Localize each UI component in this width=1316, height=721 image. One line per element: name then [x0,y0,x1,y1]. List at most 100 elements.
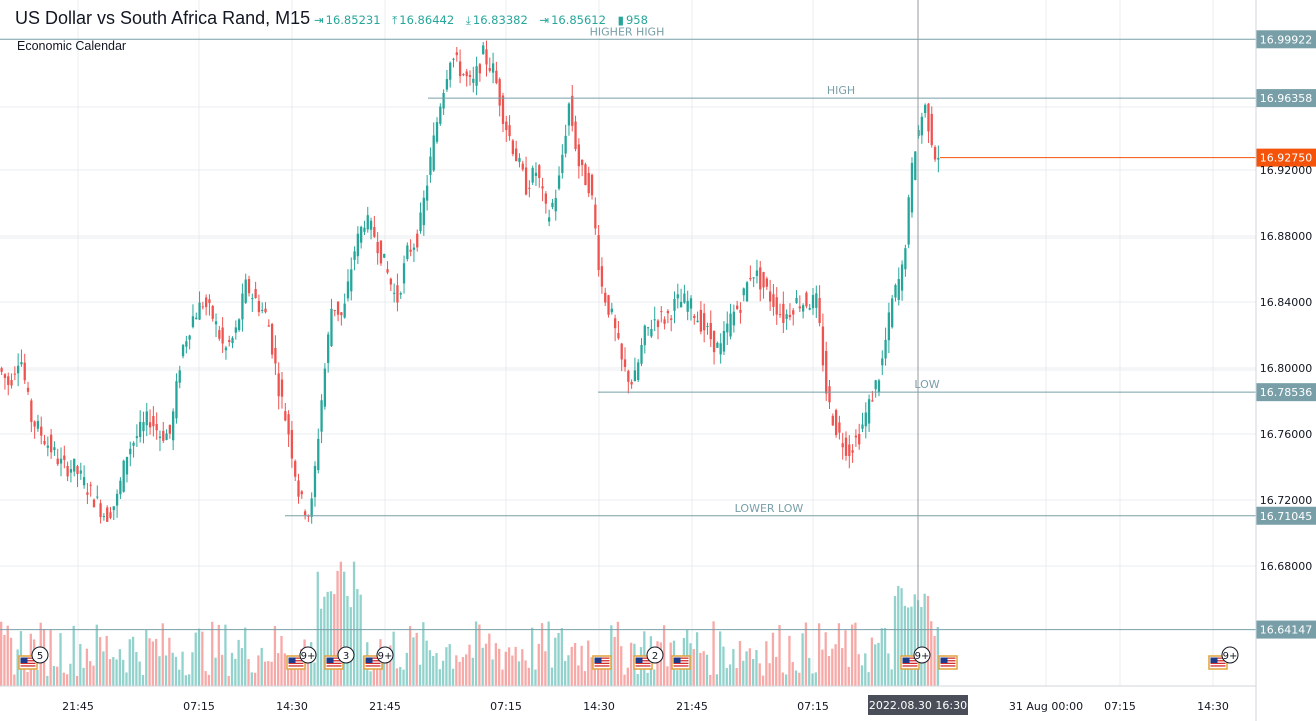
us-flag-icon[interactable]: 2 [633,646,664,670]
volume-bar [445,647,448,686]
candle-body [379,240,383,264]
grid-lines [0,0,1256,686]
volume-bar [587,640,590,686]
volume-bar [227,675,230,686]
volume-bar [333,594,336,686]
candle-body [247,279,251,294]
volume-bar [128,639,131,686]
volume-bar [369,671,372,686]
volume-bar [692,649,695,686]
candle-body [518,157,521,163]
candle-body [409,249,412,252]
candle-body [198,302,201,320]
candle-body [844,437,848,456]
flag-stripe [635,657,651,659]
economic-calendar-label[interactable]: Economic Calendar [17,39,127,53]
us-flag-icon[interactable]: 9+ [900,646,931,670]
event-count-badge [1221,646,1239,664]
volume-bar [323,596,326,686]
candle-body [887,312,891,341]
candle-body [452,58,455,60]
volume-bar [880,628,883,686]
us-flag-icon[interactable] [938,655,958,670]
candle-body [491,63,495,73]
flag-stripe [673,657,689,659]
volume-bar [257,655,260,686]
candle-body [930,113,933,146]
volume-bar [600,657,603,686]
flag-canton [20,657,28,663]
us-flag-icon[interactable] [671,655,691,670]
volume-bar [507,647,511,686]
candle-body [224,347,228,351]
candle-body [660,311,663,313]
volume-bar [441,660,445,686]
candle-body [739,309,742,313]
volume-bar [583,671,587,686]
candle-body [148,422,152,428]
event-count-text: 3 [343,651,349,662]
candle-body [208,299,211,304]
volume-bar [319,608,323,686]
candle-body [620,343,623,360]
candle-body [815,293,818,308]
candle-body [881,358,884,366]
volume-bar [834,644,837,686]
volume-bar [554,637,557,686]
volume-bar [234,658,237,686]
candle-body [693,315,696,319]
us-flag-icon[interactable]: 9+ [286,646,317,670]
candle-body [762,272,765,288]
volume-bar [230,652,234,686]
flag-stripe [326,662,342,664]
candle-body [538,165,541,179]
volume-bar [702,651,705,686]
us-flag-icon[interactable]: 3 [324,646,355,670]
us-flag-icon[interactable]: 9+ [363,646,394,670]
candle-body [76,466,79,474]
volume-bar [564,660,567,686]
volume-bar [629,642,633,686]
us-flag-icon[interactable] [592,655,612,670]
candle-body [854,435,858,438]
volume-bar [893,596,897,686]
volume-bar [138,661,141,686]
volume-bars [0,561,939,686]
event-count-text: 9+ [915,651,930,662]
candle-body [900,264,904,291]
volume-bar [240,648,244,686]
volume-bar [158,656,161,686]
candle-body [894,285,897,298]
volume-bar [356,589,359,686]
flag-stripe [673,662,689,664]
volume-bar [791,662,794,686]
us-flag-icon[interactable]: 5 [18,646,49,670]
volume-bar [547,621,550,686]
event-count-badge [299,646,317,664]
us-flag-icon[interactable]: 9+ [1208,646,1239,670]
flag-stripe [594,660,610,662]
volume-bar [211,621,214,686]
candle-body [709,323,712,340]
volume-bar [771,632,775,686]
volume-bar [131,636,135,686]
volume-bar [514,646,517,686]
volume-bar [82,667,85,686]
level-price-text: 16.96358 [1260,92,1313,105]
volume-bar [936,627,939,686]
volume-bar [870,637,874,686]
volume-bar [56,666,59,686]
volume-bar [606,669,610,686]
candle-body [914,151,917,180]
volume-bar [270,661,273,686]
low-arrow-icon: ⤓ [465,13,471,27]
volume-bar [306,648,310,686]
candle-body [805,292,808,307]
candle-body [340,312,343,316]
candle-body [798,306,801,309]
candle-body [841,443,844,448]
volume-bar [389,645,392,686]
candle-body [66,465,69,477]
